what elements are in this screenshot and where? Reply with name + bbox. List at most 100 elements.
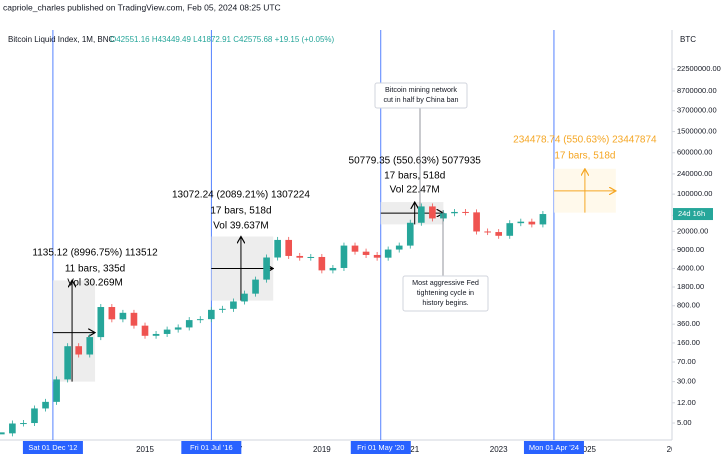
measure-label: Vol 30.269M: [67, 278, 123, 289]
measure-label: 17 bars, 518d: [384, 171, 445, 182]
callout-text: cut in half by China ban: [383, 95, 458, 104]
candle: [208, 309, 215, 320]
y-tick-label: 360.00: [677, 319, 700, 328]
y-tick-label: 4000.00: [677, 264, 704, 273]
price-tag: [673, 208, 713, 221]
candle: [219, 308, 226, 310]
measure-label: 13072.24 (2089.21%) 1307224: [172, 190, 310, 201]
y-tick-label: 240000.00: [677, 169, 712, 178]
candle: [362, 251, 370, 255]
x-tick-label: 2015: [136, 445, 154, 454]
date-marker-label: Fri 01 Jul '16: [190, 443, 233, 452]
currency: BTC: [680, 35, 696, 44]
candle: [373, 254, 381, 258]
candle: [263, 257, 270, 280]
candle: [86, 337, 94, 355]
measure-label: 1135.12 (8996.75%) 113512: [32, 248, 158, 259]
y-tick-label: 1800.00: [677, 282, 704, 291]
candle: [163, 329, 171, 334]
callout-box: [374, 82, 468, 109]
candle: [174, 327, 182, 330]
candle: [517, 221, 525, 224]
candle: [9, 423, 16, 434]
candle: [384, 249, 392, 258]
candle: [318, 256, 326, 271]
callout-box: [402, 275, 489, 312]
candle: [462, 211, 469, 213]
date-marker-label: Fri 01 May '20: [357, 443, 404, 452]
callout-text: Bitcoin mining network: [385, 85, 457, 94]
candle: [539, 214, 547, 225]
date-marker-label: Mon 01 Apr '24: [529, 443, 579, 452]
candle: [418, 206, 425, 223]
candle: [506, 223, 514, 236]
candle: [185, 320, 193, 328]
symbol: Bitcoin Liquid Index, 1M, BNC: [8, 35, 114, 44]
callout-text: history begins.: [422, 298, 468, 307]
candle: [75, 346, 83, 355]
candle: [429, 206, 436, 219]
candle: [340, 245, 348, 268]
candle: [395, 245, 403, 250]
candle: [484, 231, 491, 233]
x-tick-label: 2027: [667, 445, 685, 454]
y-tick-label: 20000.00: [677, 226, 708, 235]
candle: [130, 312, 138, 326]
ohlc: O42551.16 H43449.49 L41872.91 C42575.68 …: [110, 35, 335, 44]
candle: [196, 319, 204, 321]
x-tick-label: 2023: [490, 445, 508, 454]
candle: [274, 239, 281, 258]
y-tick-label: 1500000.00: [677, 127, 717, 136]
y-tick-label: 12.00: [677, 398, 696, 407]
measure-label: Vol 22.47M: [390, 185, 440, 196]
candle: [495, 232, 503, 236]
candle: [406, 222, 414, 246]
callout-text: tightening cycle in: [417, 288, 474, 297]
candle: [230, 301, 237, 309]
candle: [119, 312, 127, 320]
candle: [97, 307, 105, 338]
y-tick-label: 100000.00: [677, 189, 712, 198]
plot: [0, 30, 616, 440]
y-tick-label: 8700000.00: [677, 86, 717, 95]
callout-text: Most aggressive Fed: [412, 278, 479, 287]
x-tick-label: 2025: [578, 445, 596, 454]
y-tick-label: 5.00: [677, 418, 692, 427]
date-marker-label: Sat 01 Dec '12: [28, 443, 77, 452]
candle: [252, 279, 259, 294]
candle: [329, 267, 337, 271]
date-marker-box: [523, 441, 584, 454]
measure-label: 17 bars, 518d: [210, 206, 271, 217]
measure-label: Vol 39.637M: [213, 221, 269, 232]
y-tick-label: 600000.00: [677, 148, 712, 157]
candle: [0, 432, 5, 435]
candle: [440, 213, 447, 219]
date-marker-box: [350, 441, 411, 454]
y-tick-label: 22500000.00: [677, 64, 721, 73]
candle: [473, 212, 480, 232]
candle: [64, 346, 71, 380]
candle: [152, 333, 160, 336]
candle: [296, 255, 304, 258]
candle: [108, 307, 116, 320]
measure-area: [52, 280, 96, 382]
candle: [141, 325, 149, 336]
y-tick-label: 9000.00: [677, 245, 704, 254]
countdown: 24d 16h: [678, 209, 705, 218]
date-marker-box: [22, 441, 83, 454]
measure-label: 17 bars, 518d: [554, 151, 615, 162]
date-marker-box: [181, 441, 242, 454]
candle: [528, 221, 536, 225]
candle: [451, 211, 458, 214]
candle: [53, 379, 60, 402]
measure-label: 234478.74 (550.63%) 23447874: [513, 135, 657, 146]
candle: [42, 401, 49, 409]
candle: [241, 293, 248, 302]
measure-label: 50779.35 (550.63%) 5077935: [349, 156, 482, 167]
y-tick-label: 800.00: [677, 301, 700, 310]
publisher: capriole_charles published on TradingVie…: [3, 2, 281, 12]
candle: [351, 245, 359, 252]
y-tick-label: 160.00: [677, 338, 700, 347]
y-tick-label: 70.00: [677, 357, 696, 366]
